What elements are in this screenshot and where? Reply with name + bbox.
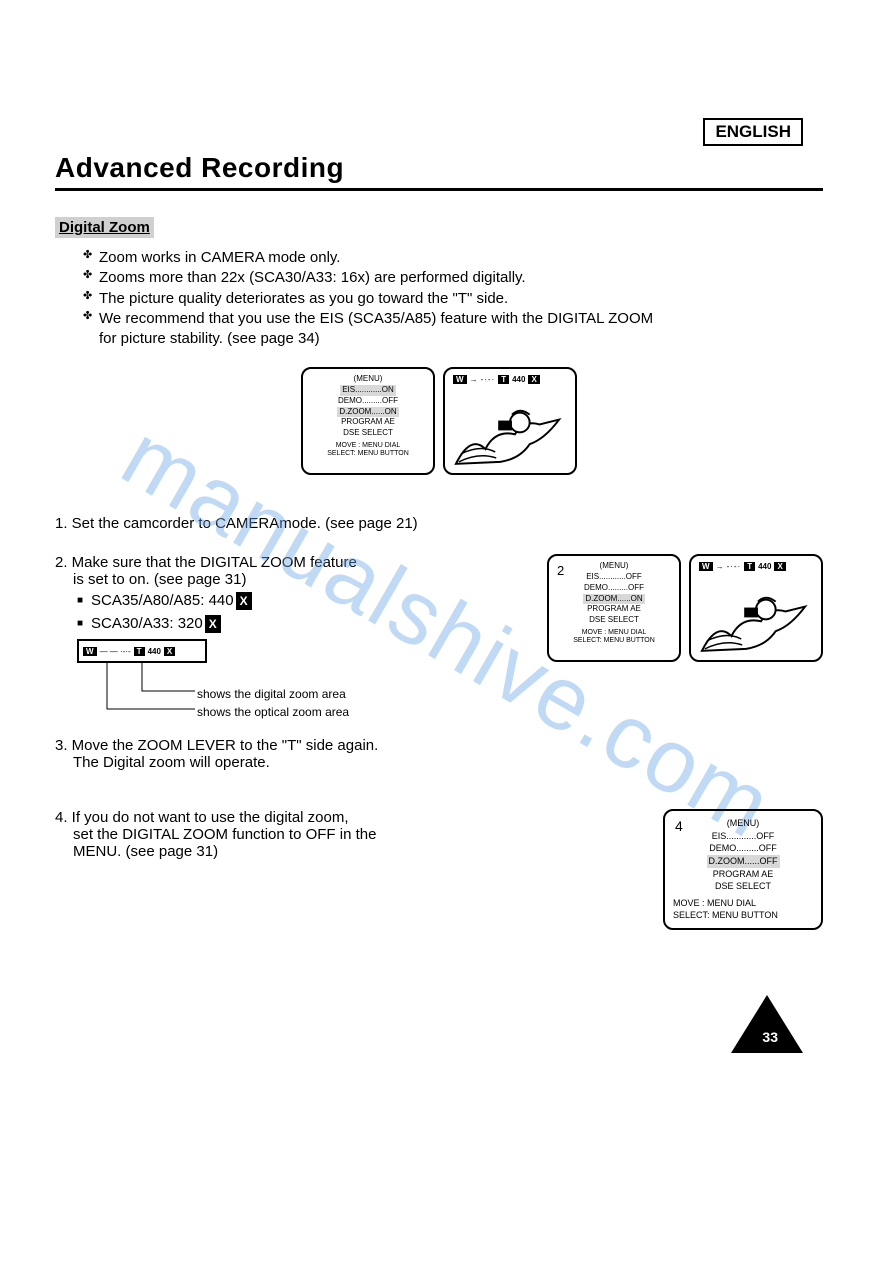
menu-move: MOVE : MENU DIAL (673, 897, 813, 910)
zoom-x-icon: X (164, 647, 175, 656)
menu-dse: DSE SELECT (589, 615, 639, 624)
arrow-icon: → (716, 562, 724, 571)
bullet-2: Zooms more than 22x (SCA30/A33: 16x) are… (83, 268, 823, 288)
menu-program-ae: PROGRAM AE (587, 604, 641, 613)
menu-panel-intro: (MENU) EIS............ON DEMO.........OF… (301, 367, 435, 475)
zoom-value: 440 (758, 562, 771, 571)
panel-number: 4 (675, 817, 683, 837)
menu-title: (MENU) (555, 561, 673, 572)
illustration-panel-intro: W → -·-· T 440 X (443, 367, 577, 475)
zoom-track: -·-· (481, 375, 496, 384)
zoom-w-icon: W (453, 375, 467, 384)
cameraman-illustration (451, 395, 569, 470)
menu-program-ae: PROGRAM AE (341, 417, 395, 426)
step-4-line1: 4. If you do not want to use the digital… (55, 809, 645, 826)
step-4-line2: set the DIGITAL ZOOM function to OFF in … (73, 826, 645, 843)
menu-title: (MENU) (309, 374, 427, 385)
bullet-4b: for picture stability. (see page 34) (99, 330, 320, 347)
zone-connector-lines (77, 661, 197, 721)
step-3-line1: 3. Move the ZOOM LEVER to the "T" side a… (55, 737, 823, 754)
menu-select: SELECT: MENU BUTTON (673, 909, 813, 922)
menu-dzoom: D.ZOOM......ON (583, 594, 644, 605)
menu-dzoom: D.ZOOM......ON (337, 407, 398, 418)
menu-dse: DSE SELECT (343, 428, 393, 437)
intro-bullets: Zoom works in CAMERA mode only. Zooms mo… (83, 248, 823, 349)
page-number: 33 (762, 1029, 778, 1045)
title-rule (55, 188, 823, 191)
zone-indicator-box: W — — ·-·- T 440 X (77, 639, 207, 663)
step-1: 1. Set the camcorder to CAMERAmode. (see… (55, 515, 823, 532)
zoom-w-icon: W (699, 562, 713, 571)
step-2: 2. Make sure that the DIGITAL ZOOM featu… (55, 554, 823, 729)
menu-demo: DEMO.........OFF (338, 396, 398, 405)
menu-title: (MENU) (673, 817, 813, 830)
intro-panels: (MENU) EIS............ON DEMO.........OF… (55, 367, 823, 475)
zone-label-digital: shows the digital zoom area (197, 687, 346, 701)
menu-eis: EIS............ON (340, 385, 396, 396)
section-heading: Digital Zoom (55, 217, 154, 238)
sub-1: SCA35/A80/A85: 440X (77, 590, 529, 613)
menu-panel-step2: 2 (MENU) EIS............OFF DEMO........… (547, 554, 681, 662)
menu-dzoom: D.ZOOM......OFF (707, 855, 780, 868)
menu-demo: DEMO.........OFF (584, 583, 644, 592)
zoom-x-icon: X (528, 375, 539, 384)
menu-move-select: MOVE : MENU DIAL SELECT: MENU BUTTON (309, 442, 427, 459)
sub-2: SCA30/A33: 320X (77, 613, 529, 636)
step-4-line3: MENU. (see page 31) (73, 843, 645, 860)
menu-dse: DSE SELECT (715, 881, 771, 891)
zoom-track: -·-· (727, 562, 742, 571)
bullet-3: The picture quality deteriorates as you … (83, 289, 823, 309)
x-icon: X (236, 592, 252, 610)
step-2-sublist: SCA35/A80/A85: 440X SCA30/A33: 320X (77, 590, 529, 635)
zoom-value: 440 (512, 375, 525, 384)
bullet-4: We recommend that you use the EIS (SCA35… (83, 309, 823, 350)
menu-demo: DEMO.........OFF (709, 843, 777, 853)
step-4: 4. If you do not want to use the digital… (55, 809, 823, 930)
menu-eis: EIS............OFF (712, 831, 775, 841)
menu-move-select: MOVE : MENU DIAL SELECT: MENU BUTTON (555, 629, 673, 646)
zoom-indicator: W → -·-· T 440 X (453, 375, 567, 384)
step-3-line2: The Digital zoom will operate. (73, 754, 823, 771)
illustration-panel-step2: W → -·-· T 440 X (689, 554, 823, 662)
zoom-t-icon: T (498, 375, 509, 384)
language-badge: ENGLISH (703, 118, 803, 146)
step-2-panels: 2 (MENU) EIS............OFF DEMO........… (547, 554, 823, 662)
zoom-x-icon: X (774, 562, 785, 571)
zoom-t-icon: T (134, 647, 145, 656)
panel-number: 2 (557, 562, 564, 580)
zoom-w-icon: W (83, 647, 97, 656)
zoom-indicator: W → -·-· T 440 X (699, 562, 813, 571)
zoom-t-icon: T (744, 562, 755, 571)
step-2-line2: is set to on. (see page 31) (73, 571, 529, 588)
x-icon: X (205, 615, 221, 633)
menu-program-ae: PROGRAM AE (713, 869, 774, 879)
step-2-line1: 2. Make sure that the DIGITAL ZOOM featu… (55, 554, 529, 571)
zone-diagram: W — — ·-·- T 440 X shows the digital zoo… (77, 639, 377, 729)
arrow-icon: → (470, 375, 478, 384)
bullet-4a: We recommend that you use the EIS (SCA35… (99, 310, 653, 327)
cameraman-illustration (697, 582, 815, 657)
bullet-1: Zoom works in CAMERA mode only. (83, 248, 823, 268)
page-title: Advanced Recording (55, 152, 823, 184)
menu-eis: EIS............OFF (586, 572, 642, 581)
menu-panel-step4: 4 (MENU) EIS............OFF DEMO........… (663, 809, 823, 930)
step-3: 3. Move the ZOOM LEVER to the "T" side a… (55, 737, 823, 771)
zone-label-optical: shows the optical zoom area (197, 705, 349, 719)
